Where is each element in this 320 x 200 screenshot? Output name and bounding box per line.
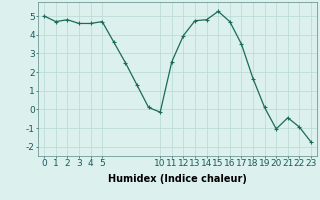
X-axis label: Humidex (Indice chaleur): Humidex (Indice chaleur) (108, 174, 247, 184)
